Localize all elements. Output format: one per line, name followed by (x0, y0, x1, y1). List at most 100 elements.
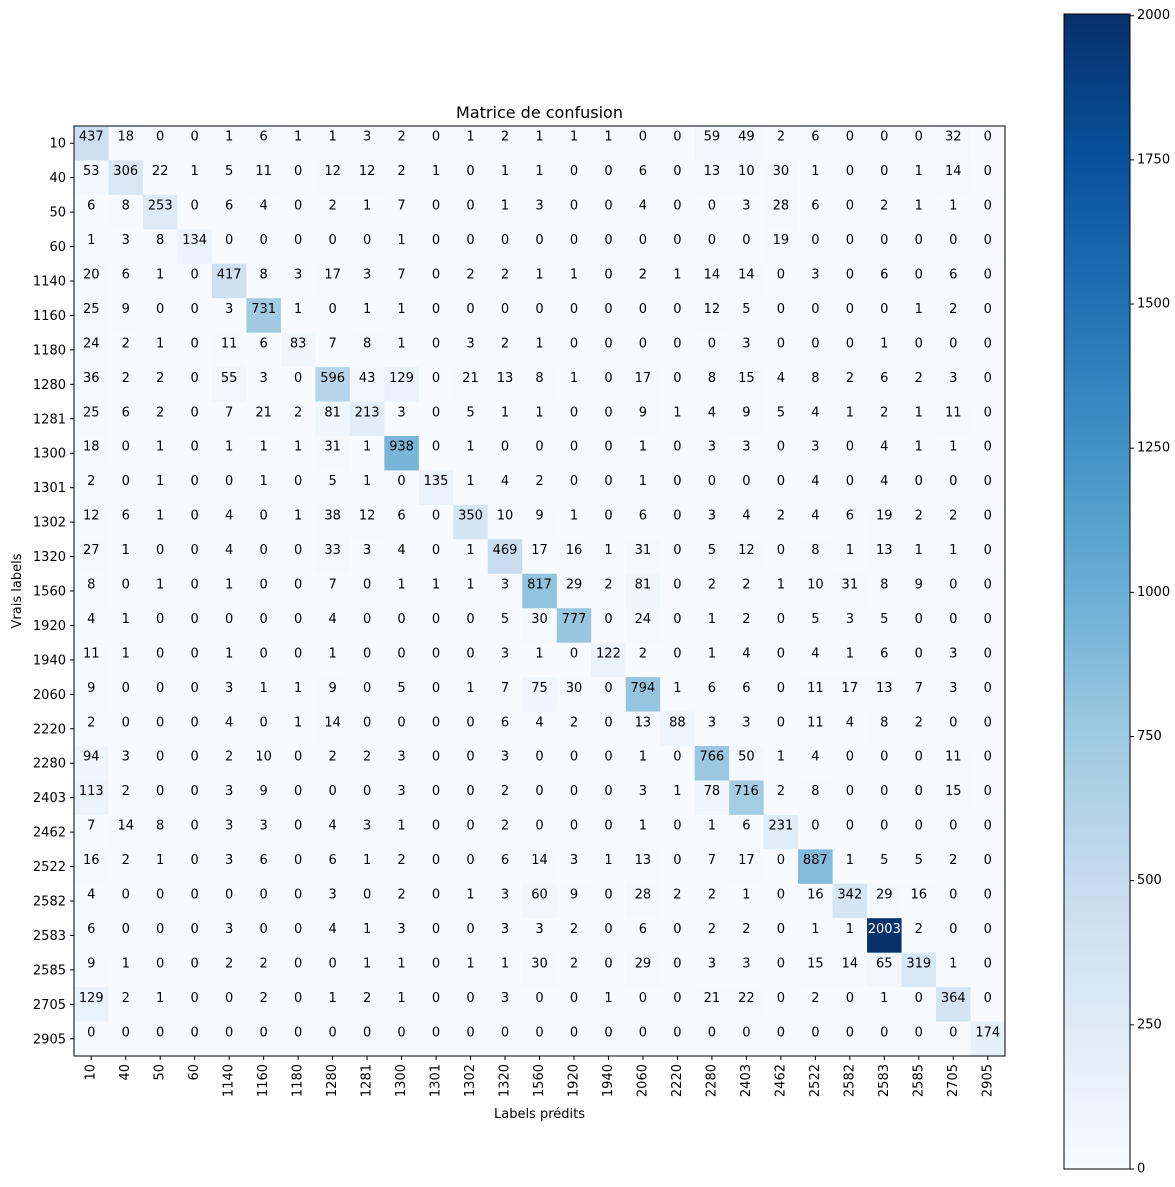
cell-value-label: 0 (535, 784, 543, 799)
heatmap-cell (936, 298, 972, 334)
cell-value-label: 3 (742, 956, 750, 971)
cell-value-label: 2 (811, 991, 819, 1006)
heatmap-cell (349, 952, 385, 988)
heatmap-cell (418, 298, 454, 334)
heatmap-cell (384, 780, 420, 816)
x-tick-label: 1302 (463, 1064, 478, 1097)
cell-value-label: 25 (83, 405, 100, 420)
heatmap-cell (487, 987, 523, 1023)
heatmap-cell (487, 298, 523, 334)
cell-value-label: 2 (708, 578, 716, 593)
heatmap-cell (142, 608, 179, 644)
heatmap-cell (108, 918, 144, 954)
cell-value-label: 2 (501, 819, 509, 834)
cell-value-label: 0 (466, 991, 474, 1006)
heatmap-cell (280, 814, 316, 850)
heatmap-cell (867, 126, 903, 162)
cell-value-label: 0 (363, 578, 371, 593)
heatmap-cell (625, 918, 661, 954)
heatmap-cell (625, 987, 661, 1023)
cell-value-label: 3 (501, 646, 509, 661)
heatmap-cell (694, 952, 730, 988)
cell-value-label: 0 (777, 888, 785, 903)
cell-value-label: 7 (328, 336, 336, 351)
cell-value-label: 0 (846, 268, 854, 283)
cell-value-label: 0 (673, 1025, 681, 1040)
heatmap-cell (936, 849, 972, 885)
heatmap-cell (591, 436, 627, 472)
cell-value-label: 0 (363, 681, 371, 696)
heatmap-cell (729, 677, 765, 713)
heatmap-cell (315, 160, 351, 196)
heatmap-cell (315, 332, 351, 368)
cell-value-label: 253 (148, 199, 173, 214)
heatmap-cell (867, 436, 903, 472)
heatmap-cell (625, 126, 661, 162)
heatmap-cell (211, 987, 248, 1023)
heatmap-cell (970, 436, 1006, 472)
cell-value-label: 3 (742, 440, 750, 455)
heatmap-cell (315, 711, 351, 747)
cell-value-label: 5 (397, 681, 405, 696)
cell-value-label: 0 (708, 474, 716, 489)
cell-value-label: 0 (604, 715, 612, 730)
cell-value-label: 9 (260, 784, 268, 799)
heatmap-cell (970, 711, 1006, 747)
cell-value-label: 0 (156, 715, 164, 730)
heatmap-cell (453, 401, 489, 437)
cell-value-label: 0 (915, 268, 923, 283)
heatmap-cell (211, 780, 248, 816)
heatmap-cell (625, 642, 661, 678)
cell-value-label: 0 (122, 715, 130, 730)
cell-value-label: 0 (294, 474, 302, 489)
cell-value-label: 0 (191, 853, 199, 868)
x-tick-label: 50 (153, 1064, 168, 1081)
cell-value-label: 2 (880, 405, 888, 420)
cell-value-label: 1 (156, 853, 164, 868)
cell-value-label: 0 (156, 302, 164, 317)
heatmap-cell (315, 677, 351, 713)
heatmap-cell (522, 160, 558, 196)
heatmap-cell (246, 401, 282, 437)
cell-value-label: 0 (570, 750, 578, 765)
cell-value-label: 0 (432, 681, 440, 696)
heatmap-cell (729, 298, 765, 334)
cell-value-label: 5 (777, 405, 785, 420)
cell-value-label: 6 (87, 199, 95, 214)
cell-value-label: 0 (604, 509, 612, 524)
cell-value-label: 13 (704, 164, 721, 179)
cell-value-label: 3 (225, 784, 233, 799)
cell-value-label: 0 (949, 1025, 957, 1040)
cell-value-label: 12 (83, 509, 100, 524)
cell-value-label: 0 (294, 371, 302, 386)
heatmap-cell (418, 470, 454, 506)
cell-value-label: 81 (324, 405, 341, 420)
cell-value-label: 4 (535, 715, 543, 730)
cell-value-label: 4 (880, 440, 888, 455)
cell-value-label: 0 (846, 1025, 854, 1040)
heatmap-cell (591, 746, 627, 782)
cell-value-label: 3 (501, 991, 509, 1006)
heatmap-cell (798, 987, 834, 1023)
cell-value-label: 2 (397, 164, 405, 179)
cell-value-label: 0 (260, 922, 268, 937)
heatmap-cell (522, 952, 558, 988)
heatmap-cell (832, 1021, 868, 1057)
heatmap-cell (74, 883, 110, 919)
x-tick-label: 2705 (946, 1064, 961, 1097)
x-tick-label: 1300 (394, 1064, 409, 1097)
heatmap-cell (936, 401, 972, 437)
heatmap-cell (901, 263, 937, 299)
cell-value-label: 0 (949, 612, 957, 627)
chart-title: Matrice de confusion (456, 103, 623, 122)
cell-value-label: 0 (984, 164, 992, 179)
x-tick-label: 10 (84, 1064, 99, 1081)
cell-value-label: 22 (738, 991, 755, 1006)
heatmap-cell (418, 194, 454, 230)
cell-value-label: 0 (604, 440, 612, 455)
heatmap-cell (694, 539, 730, 575)
heatmap-cell (315, 642, 351, 678)
cell-value-label: 0 (673, 819, 681, 834)
heatmap-cell (142, 642, 179, 678)
cell-value-label: 0 (156, 922, 164, 937)
